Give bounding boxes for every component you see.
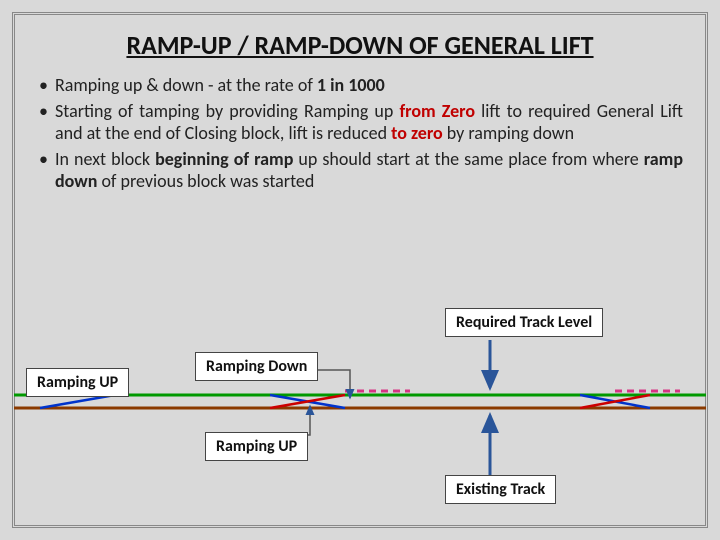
track-diagram: Required Track Level Ramping Down Rampin… bbox=[0, 280, 720, 510]
bullet-2-red2: to zero bbox=[391, 122, 443, 144]
bullet-2-red1: from Zero bbox=[399, 100, 475, 122]
bullet-1: Ramping up & down - at the rate of 1 in … bbox=[37, 75, 683, 97]
label-ramping-up-left: Ramping UP bbox=[26, 368, 129, 397]
bullet-3-end: of previous block was started bbox=[97, 170, 314, 192]
bullet-3-bold1: beginning of ramp bbox=[155, 148, 293, 170]
bullet-3-mid: up should start at the same place from w… bbox=[293, 148, 643, 170]
bullet-3: In next block beginning of ramp up shoul… bbox=[37, 149, 683, 193]
label-existing-track: Existing Track bbox=[445, 475, 556, 504]
bullet-1-text: Ramping up & down - at the rate of bbox=[55, 74, 317, 96]
label-required-track: Required Track Level bbox=[445, 308, 603, 337]
bullet-2-end: by ramping down bbox=[443, 122, 574, 144]
bullet-1-bold: 1 in 1000 bbox=[317, 74, 385, 96]
label-ramping-up-below: Ramping UP bbox=[205, 432, 308, 461]
bullet-2-pre: Starting of tamping by providing Ramping… bbox=[55, 100, 399, 122]
bullet-2: Starting of tamping by providing Ramping… bbox=[37, 101, 683, 145]
label-ramping-down: Ramping Down bbox=[195, 352, 318, 381]
bullet-list: Ramping up & down - at the rate of 1 in … bbox=[37, 75, 683, 193]
bullet-3-pre: In next block bbox=[55, 148, 155, 170]
page-title: RAMP-UP / RAMP-DOWN OF GENERAL LIFT bbox=[37, 29, 683, 61]
